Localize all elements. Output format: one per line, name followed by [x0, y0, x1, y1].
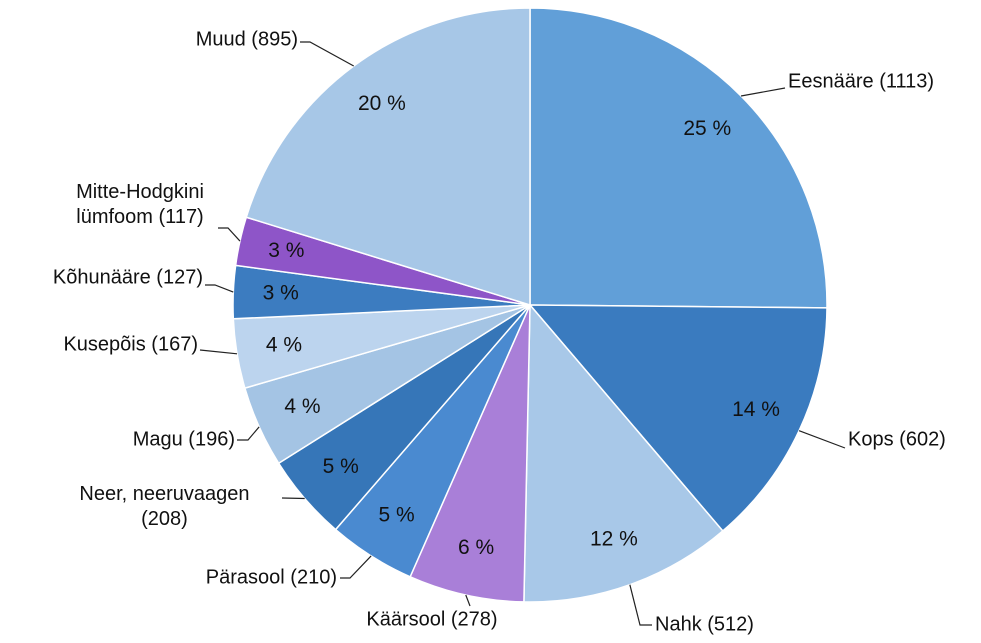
- slice: [409, 304, 531, 603]
- value-label: (127): [156, 266, 203, 289]
- leader-line: [281, 497, 305, 500]
- leader-line: [205, 284, 234, 293]
- percent-label: 3 %: [268, 239, 304, 262]
- category-label: Mitte-Hodgkini lümfoom (117): [45, 180, 235, 230]
- percent-label: 6 %: [458, 536, 494, 559]
- category-name: Kusepõis: [63, 333, 146, 356]
- leader-line: [340, 555, 372, 579]
- category-name: Mitte-Hodgkini lümfoom: [76, 181, 204, 228]
- category-label: Käärsool (278): [366, 608, 497, 633]
- leader-line: [798, 430, 846, 449]
- category-label: Kõhunääre (127): [53, 266, 203, 291]
- value-label: (167): [151, 333, 198, 356]
- category-name: Kõhunääre: [52, 266, 151, 289]
- leader-line: [740, 87, 786, 97]
- percent-label: 5 %: [323, 455, 359, 478]
- value-label: (210): [290, 566, 337, 589]
- category-name: Neer, neeruvaagen: [79, 483, 250, 505]
- category-label: Kops (602): [848, 428, 946, 453]
- category-name: Eesnääre: [788, 70, 874, 93]
- category-name: Käärsool: [366, 608, 446, 631]
- category-name: Muud: [195, 28, 246, 51]
- percent-label: 4 %: [266, 334, 302, 357]
- category-label: Muud (895): [196, 28, 298, 53]
- percent-label: 14 %: [732, 398, 780, 421]
- value-label: (512): [707, 613, 754, 636]
- category-name: Kops: [848, 428, 894, 451]
- percent-label: 12 %: [590, 528, 638, 551]
- percent-label: 3 %: [263, 282, 299, 305]
- value-label: (208): [141, 508, 188, 530]
- category-label: Pärasool (210): [206, 566, 337, 591]
- slice: [245, 7, 531, 307]
- leader-line: [218, 227, 241, 242]
- value-label: (895): [251, 28, 298, 51]
- value-label: (1113): [879, 70, 935, 93]
- percent-label: 5 %: [378, 503, 414, 526]
- percent-label: 25 %: [683, 117, 731, 140]
- category-label: Magu (196): [133, 428, 235, 453]
- leader-line: [465, 594, 471, 607]
- slice: [528, 304, 828, 532]
- leader-line: [199, 349, 238, 355]
- category-label: Nahk (512): [655, 613, 754, 638]
- category-name: Nahk: [655, 613, 702, 636]
- leader-line: [237, 426, 260, 441]
- value-label: (278): [450, 608, 498, 631]
- leader-line: [629, 584, 652, 626]
- category-name: Magu: [132, 428, 183, 451]
- category-label: Kusepõis (167): [63, 333, 198, 358]
- percent-label: 4 %: [284, 395, 320, 418]
- value-label: (602): [899, 428, 946, 451]
- value-label: (117): [158, 206, 204, 228]
- slice: [529, 7, 828, 309]
- category-label: Eesnääre (1113): [788, 70, 934, 95]
- leader-line: [300, 41, 355, 67]
- category-name: Pärasool: [205, 566, 285, 589]
- category-label: Neer, neeruvaagen (208): [62, 482, 267, 532]
- value-label: (196): [188, 428, 235, 451]
- percent-label: 20 %: [358, 92, 406, 115]
